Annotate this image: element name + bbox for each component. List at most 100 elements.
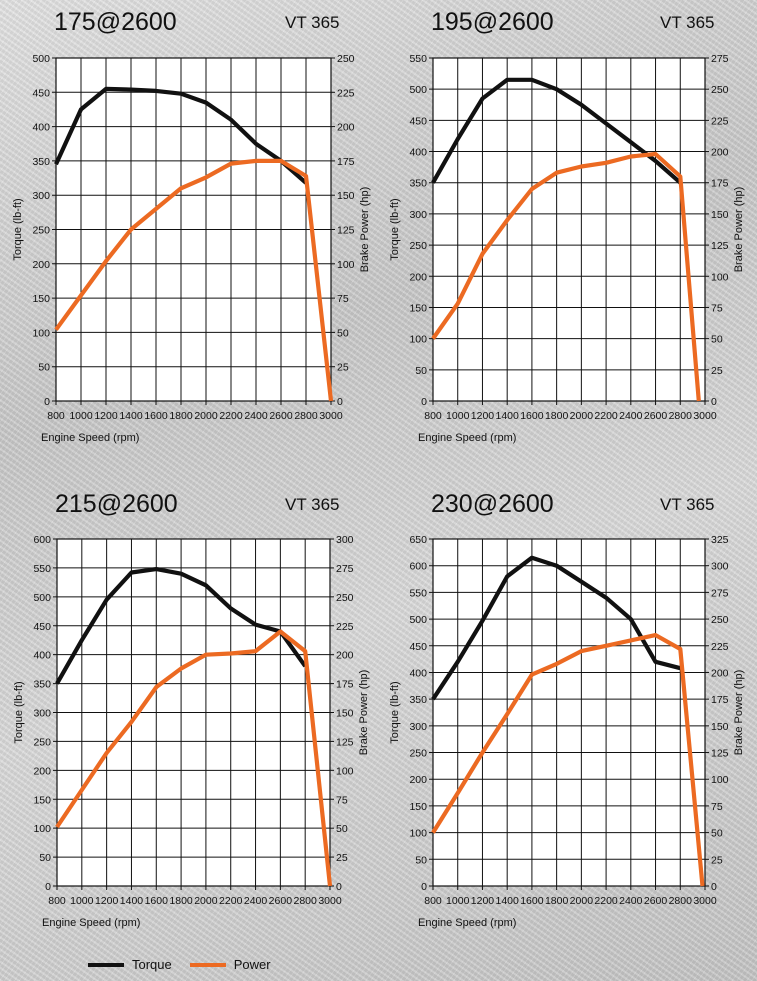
chart-panel-4: 800 1000 1200 1400 1600 1800 2000 2200 2400 2600 2… bbox=[389, 490, 745, 929]
chart-panel-1: 800 1000 1200 1400 1600 1800 2000 2200 2400 2600 2… bbox=[12, 8, 371, 444]
x-tick-label: 2400 bbox=[619, 895, 643, 907]
y-tick-label: 100 bbox=[33, 823, 51, 835]
model-label: VT 365 bbox=[660, 13, 715, 32]
y-tick-label: 250 bbox=[32, 225, 50, 237]
y-tick-label: 400 bbox=[409, 147, 427, 159]
x-tick-label: 2800 bbox=[294, 895, 318, 907]
y2-axis-label: Brake Power (hp) bbox=[358, 670, 370, 756]
y-tick-label: 250 bbox=[409, 240, 427, 252]
series-line-power bbox=[431, 632, 705, 887]
y-tick-label: 450 bbox=[409, 641, 427, 653]
y-tick-label: 350 bbox=[409, 694, 427, 706]
x-tick-label: 1600 bbox=[520, 410, 544, 422]
x-tick-label: 2600 bbox=[644, 410, 668, 422]
x-tick-label: 800 bbox=[424, 895, 442, 907]
x-tick-label: 1600 bbox=[520, 895, 544, 907]
x-tick-label: 1400 bbox=[120, 895, 144, 907]
torque-legend-label: Torque bbox=[132, 957, 172, 972]
x-tick-label: 1800 bbox=[545, 895, 569, 907]
x-tick-label: 2200 bbox=[594, 410, 618, 422]
y-tick-label: 50 bbox=[39, 852, 51, 864]
y-tick-label: 300 bbox=[32, 190, 50, 202]
y2-tick-label: 75 bbox=[337, 293, 349, 305]
y2-tick-label: 50 bbox=[337, 327, 349, 339]
y-tick-label: 100 bbox=[409, 334, 427, 346]
y-tick-label: 150 bbox=[409, 302, 427, 314]
y-tick-label: 100 bbox=[32, 327, 50, 339]
y-tick-label: 450 bbox=[409, 115, 427, 127]
x-tick-label: 2000 bbox=[570, 410, 594, 422]
chart-title: 215@2600 bbox=[55, 490, 178, 518]
series-line-power bbox=[55, 629, 333, 887]
y2-tick-label: 275 bbox=[711, 587, 729, 599]
y-tick-label: 200 bbox=[409, 271, 427, 283]
y-tick-label: 0 bbox=[44, 396, 50, 408]
plot-area bbox=[433, 539, 705, 886]
x-tick-label: 2000 bbox=[194, 410, 218, 422]
x-tick-label: 1400 bbox=[119, 410, 143, 422]
y2-tick-label: 150 bbox=[337, 190, 355, 202]
x-tick-label: 1000 bbox=[69, 410, 93, 422]
chart-title: 195@2600 bbox=[431, 8, 554, 36]
y-tick-label: 50 bbox=[415, 365, 427, 377]
x-tick-label: 2800 bbox=[669, 410, 693, 422]
x-tick-label: 1800 bbox=[169, 895, 193, 907]
y2-tick-label: 100 bbox=[711, 774, 729, 786]
y2-tick-label: 175 bbox=[711, 178, 729, 190]
x-axis-label: Engine Speed (rpm) bbox=[42, 917, 140, 929]
x-tick-label: 3000 bbox=[693, 895, 717, 907]
series-line-torque bbox=[431, 555, 681, 701]
y2-tick-label: 100 bbox=[337, 259, 355, 271]
model-label: VT 365 bbox=[285, 495, 340, 514]
power-legend-label: Power bbox=[233, 957, 271, 972]
y2-tick-label: 50 bbox=[336, 823, 348, 835]
torque-legend-swatch bbox=[88, 962, 124, 967]
y2-tick-label: 125 bbox=[711, 240, 729, 252]
y2-axis-label: Brake Power (hp) bbox=[733, 670, 745, 756]
y2-tick-label: 200 bbox=[711, 147, 729, 159]
y2-tick-label: 225 bbox=[711, 115, 729, 127]
plot-area bbox=[433, 58, 705, 401]
y-axis-label: Torque (lb-ft) bbox=[389, 681, 401, 743]
legend: Torque Power bbox=[88, 957, 289, 972]
y2-tick-label: 75 bbox=[711, 801, 723, 813]
y-tick-label: 200 bbox=[33, 765, 51, 777]
y-tick-label: 500 bbox=[409, 84, 427, 96]
plot-frame bbox=[432, 57, 706, 402]
y-tick-label: 300 bbox=[409, 721, 427, 733]
y-tick-label: 550 bbox=[409, 53, 427, 65]
series-line-torque bbox=[54, 86, 308, 185]
x-tick-label: 1000 bbox=[446, 895, 470, 907]
y2-tick-label: 200 bbox=[336, 650, 354, 662]
x-tick-label: 2000 bbox=[570, 895, 594, 907]
y-tick-label: 200 bbox=[409, 774, 427, 786]
y2-tick-label: 0 bbox=[337, 396, 343, 408]
y2-tick-label: 300 bbox=[711, 561, 729, 573]
y2-tick-label: 225 bbox=[336, 621, 354, 633]
y2-tick-label: 0 bbox=[711, 396, 717, 408]
y-tick-label: 150 bbox=[32, 293, 50, 305]
y2-tick-label: 125 bbox=[711, 748, 729, 760]
y-tick-label: 400 bbox=[33, 650, 51, 662]
y-tick-label: 200 bbox=[32, 259, 50, 271]
y-tick-label: 350 bbox=[32, 156, 50, 168]
chart-title: 230@2600 bbox=[431, 490, 554, 518]
y2-tick-label: 200 bbox=[711, 667, 729, 679]
y2-tick-label: 250 bbox=[711, 84, 729, 96]
y2-tick-label: 25 bbox=[711, 854, 723, 866]
y2-axis-label: Brake Power (hp) bbox=[733, 187, 745, 273]
y2-axis-label: Brake Power (hp) bbox=[359, 187, 371, 273]
y2-tick-label: 25 bbox=[336, 852, 348, 864]
x-tick-label: 2400 bbox=[244, 895, 268, 907]
x-tick-label: 1200 bbox=[471, 410, 495, 422]
y-tick-label: 650 bbox=[409, 534, 427, 546]
x-tick-label: 1200 bbox=[471, 895, 495, 907]
x-tick-label: 2400 bbox=[244, 410, 268, 422]
y-tick-label: 450 bbox=[32, 87, 50, 99]
y2-tick-label: 225 bbox=[711, 641, 729, 653]
x-tick-label: 800 bbox=[48, 895, 66, 907]
y2-tick-label: 50 bbox=[711, 334, 723, 346]
y2-tick-label: 275 bbox=[711, 53, 729, 65]
y2-tick-label: 25 bbox=[711, 365, 723, 377]
y2-tick-label: 0 bbox=[711, 881, 717, 893]
